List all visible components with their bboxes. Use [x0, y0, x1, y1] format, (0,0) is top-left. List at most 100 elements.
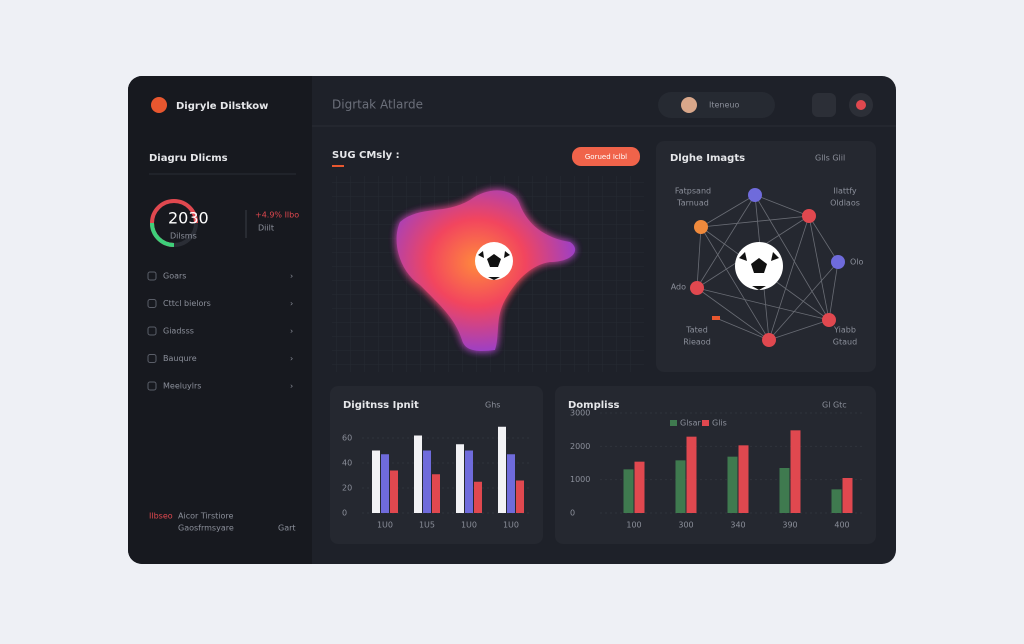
menu-item[interactable]: Meeluylrs — [163, 382, 201, 391]
y-tick-label: 2000 — [570, 442, 590, 451]
menu-icon — [147, 271, 157, 281]
node-label: Fatpsand — [675, 187, 711, 196]
icon-button[interactable] — [812, 93, 836, 117]
legend: Glls Glil — [815, 154, 845, 163]
node-label: Yiabb — [833, 326, 856, 335]
y-tick-label: 0 — [570, 509, 575, 518]
gauge-arc — [150, 222, 175, 247]
node-label: Oldlaos — [830, 199, 860, 208]
edge — [700, 215, 810, 228]
edge — [696, 194, 756, 289]
node — [831, 255, 845, 269]
legend-swatch — [670, 420, 677, 426]
edge — [768, 319, 830, 341]
bar — [474, 481, 482, 513]
footer-line: Gaosfrmsyare — [178, 524, 234, 533]
sidebar — [128, 76, 312, 564]
x-tick-label: 1U0 — [503, 521, 519, 530]
edge — [828, 261, 839, 321]
edge — [696, 287, 770, 341]
edge — [754, 194, 810, 217]
menu-icon — [147, 299, 157, 308]
x-tick-label: 340 — [730, 521, 745, 530]
node — [690, 281, 704, 295]
footer-action[interactable]: Gart — [278, 524, 296, 533]
edge — [696, 226, 702, 289]
bar — [465, 450, 473, 513]
logo — [151, 97, 167, 113]
bar — [675, 460, 686, 513]
bar — [686, 436, 697, 513]
menu-icon — [147, 381, 157, 391]
x-tick-label: 1U5 — [419, 521, 435, 530]
menu-item[interactable]: Giadsss — [163, 327, 194, 336]
node-label: Rieaod — [683, 338, 711, 347]
y-tick-label: 1000 — [570, 475, 590, 484]
bar — [498, 426, 506, 513]
edge — [696, 287, 830, 321]
x-tick-label: 1U0 — [377, 521, 393, 530]
footer-tag: Ilbseo — [149, 512, 173, 521]
x-tick-label: 1U0 — [461, 521, 477, 530]
node — [762, 333, 776, 347]
bar — [390, 470, 398, 513]
edge — [754, 194, 830, 321]
panel-title: Digitnss Ipnit — [343, 400, 419, 411]
x-tick-label: 300 — [678, 521, 693, 530]
edge — [700, 226, 770, 341]
gauge-label: Dilsms — [170, 232, 197, 241]
node — [694, 220, 708, 234]
bar — [779, 468, 790, 513]
bar — [831, 489, 842, 513]
menu-chevron: › — [290, 327, 293, 336]
edge — [715, 317, 770, 341]
bar — [790, 430, 801, 513]
stat-note: Diilt — [258, 224, 274, 233]
edge — [768, 215, 810, 341]
bar — [432, 474, 440, 513]
button[interactable] — [572, 147, 640, 166]
node-label: Gtaud — [833, 338, 857, 347]
y-tick-label: 0 — [342, 509, 347, 518]
node-label: Olo — [850, 258, 864, 267]
menu-icon — [147, 326, 157, 336]
section-title: Diagru Dlicms — [149, 153, 228, 164]
menu-item[interactable]: Goars — [163, 272, 186, 281]
bar — [507, 454, 515, 513]
legend: Gl Gtc — [822, 401, 847, 410]
x-tick-label: 390 — [782, 521, 797, 530]
menu-chevron: › — [290, 382, 293, 391]
x-tick-label: 400 — [834, 521, 849, 530]
bar — [372, 450, 380, 513]
avatar — [681, 97, 697, 113]
page-title: Digrtak Atlarde — [332, 98, 423, 112]
node — [712, 316, 720, 320]
panel-title: SUG CMsly : — [332, 150, 400, 161]
y-tick-label: 20 — [342, 484, 352, 493]
menu-item[interactable]: Cttcl bielors — [163, 299, 211, 308]
legend-swatch — [702, 420, 709, 426]
stat-change: +4.9% Ilbo — [255, 211, 299, 220]
bar — [423, 450, 431, 513]
user-name: Iteneuo — [709, 101, 739, 110]
menu-item[interactable]: Bauqure — [163, 354, 197, 363]
node-label: Ado — [671, 283, 686, 292]
menu-chevron: › — [290, 272, 293, 281]
y-tick-label: 40 — [342, 459, 352, 468]
gauge-value: 2030 — [168, 209, 209, 228]
edge — [808, 215, 830, 321]
node — [822, 313, 836, 327]
ball — [735, 242, 783, 290]
node-label: Tated — [685, 326, 708, 335]
icon — [856, 100, 866, 110]
legend-label: Glis — [712, 419, 727, 428]
bar — [842, 478, 853, 513]
node — [748, 188, 762, 202]
edge — [700, 194, 756, 228]
bar — [634, 461, 645, 513]
node — [802, 209, 816, 223]
brand: Digryle Dilstkow — [176, 101, 268, 112]
bar — [516, 480, 524, 513]
bar — [738, 445, 749, 513]
